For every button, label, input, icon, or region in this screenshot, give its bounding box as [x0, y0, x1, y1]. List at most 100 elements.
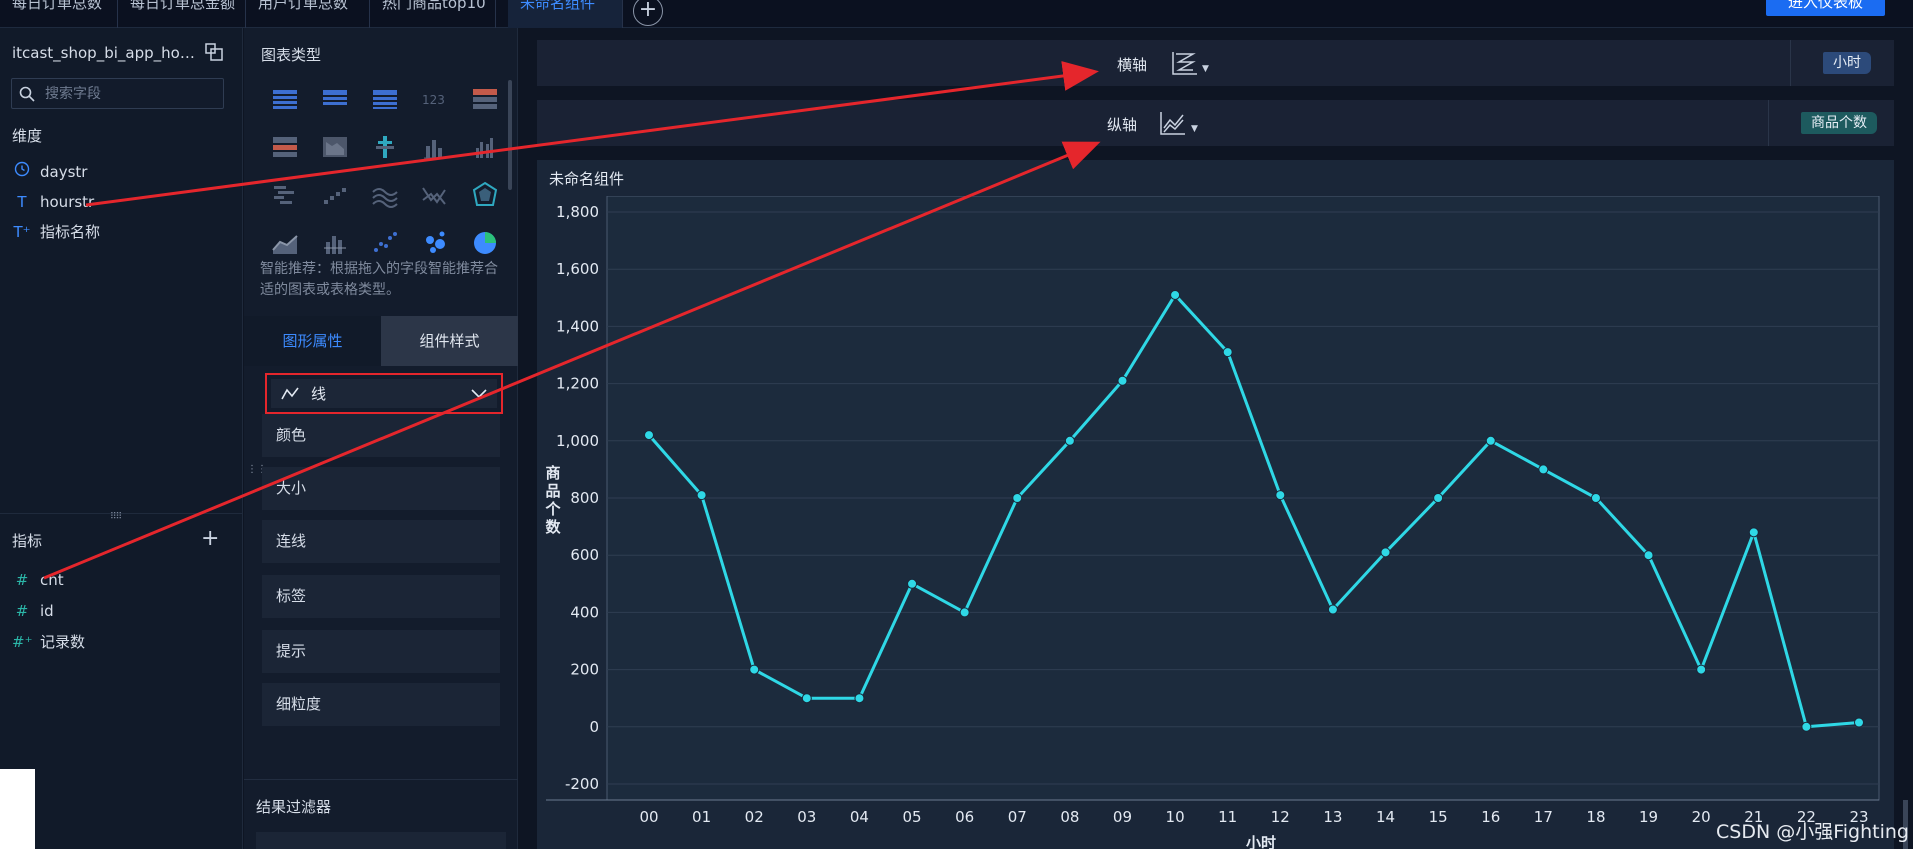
line-mark-icon	[281, 387, 299, 399]
tab-hot-products[interactable]: 热门商品top10	[370, 0, 496, 28]
field-hourstr[interactable]: T hourstr	[12, 191, 94, 213]
data-point	[1117, 375, 1128, 386]
tab-unnamed-component[interactable]: 未命名组件	[508, 0, 623, 28]
y-axis-title-char: 个	[545, 500, 561, 518]
x-tick-label: 07	[1008, 808, 1027, 826]
stacked-column-icon[interactable]	[310, 226, 360, 260]
data-point	[1801, 721, 1812, 732]
field-search[interactable]	[11, 78, 224, 109]
page-scrollbar[interactable]	[1903, 800, 1908, 849]
column-chart-icon[interactable]	[410, 130, 460, 164]
prop-connect-line[interactable]: 连线	[262, 520, 500, 563]
gantt-icon[interactable]	[260, 178, 310, 212]
field-label: daystr	[40, 163, 88, 181]
field-daystr[interactable]: daystr	[12, 161, 87, 183]
y-tick-label: 600	[570, 546, 599, 564]
data-point	[907, 578, 918, 589]
field-label: hourstr	[40, 193, 95, 211]
x-tick-label: 05	[902, 808, 921, 826]
data-point	[1748, 527, 1759, 538]
y-tick-label: 1,600	[556, 260, 599, 278]
field-record-count[interactable]: #⁺ 记录数	[12, 631, 85, 653]
prop-label[interactable]: 标签	[262, 575, 500, 618]
detail-table-icon[interactable]	[360, 82, 410, 116]
waterfall-icon[interactable]	[310, 178, 360, 212]
result-filter-dropzone[interactable]	[256, 832, 506, 849]
result-filter-title: 结果过滤器	[256, 798, 332, 816]
map-icon[interactable]	[310, 130, 360, 164]
x-axis-pill[interactable]: 小时	[1823, 52, 1871, 74]
chart-component-card: 未命名组件 1,800 1,600 1,400 1,200 1,000 800 600 400…	[537, 160, 1894, 849]
add-metric-icon[interactable]: +	[201, 526, 220, 551]
x-tick-label: 11	[1218, 808, 1237, 826]
grouped-column-icon[interactable]	[460, 130, 510, 164]
field-cnt[interactable]: # cnt	[12, 569, 64, 591]
y-tick-label: 1,200	[556, 375, 599, 393]
data-point	[696, 490, 707, 501]
x-tick-label: 02	[745, 808, 764, 826]
tab-label: 未命名组件	[520, 0, 596, 12]
text-type-icon: T	[17, 193, 27, 211]
y-axis-shelf[interactable]: 纵轴 ▼ 商品个数	[537, 100, 1894, 146]
field-metric-name[interactable]: T⁺ 指标名称	[12, 221, 100, 243]
area-chart-icon[interactable]	[260, 226, 310, 260]
table-chart-icon[interactable]	[260, 82, 310, 116]
pie-chart-icon[interactable]	[460, 226, 510, 260]
x-tick-label: 09	[1113, 808, 1132, 826]
enter-dashboard-button[interactable]: 进入仪表板	[1765, 0, 1885, 16]
x-tick-label: 13	[1323, 808, 1342, 826]
kpi-card-icon[interactable]	[460, 82, 510, 116]
svg-text:123: 123	[422, 93, 445, 107]
cross-table-icon[interactable]	[310, 82, 360, 116]
tab-label: 每日订单总数	[12, 0, 103, 12]
caret-down-icon[interactable]: ▼	[1202, 64, 1209, 74]
heatmap-table-icon[interactable]	[260, 130, 310, 164]
switch-dataset-icon[interactable]	[204, 42, 224, 62]
bubble-chart-icon[interactable]	[410, 226, 460, 260]
tab-daily-order-count[interactable]: 每日订单总数	[0, 0, 118, 28]
kpi-number-icon[interactable]: 123	[410, 82, 460, 116]
prop-color[interactable]: 颜色	[262, 414, 500, 457]
prop-granularity[interactable]: 细粒度	[262, 683, 500, 726]
tab-daily-order-amount[interactable]: 每日订单总金额	[118, 0, 246, 28]
field-label: 指标名称	[40, 223, 101, 241]
caret-down-icon[interactable]: ▼	[1191, 124, 1198, 134]
data-point	[1064, 435, 1075, 446]
mark-type-select[interactable]: 线	[265, 373, 503, 414]
y-tick-label: 200	[570, 661, 599, 679]
metric-section-title: 指标	[12, 532, 43, 550]
data-point	[959, 607, 970, 618]
text-type-plus-icon: T⁺	[13, 223, 31, 241]
resize-handle-icon[interactable]: ⠿⠿	[110, 512, 122, 522]
y-axis-pill[interactable]: 商品个数	[1801, 112, 1877, 134]
x-tick-label: 19	[1639, 808, 1658, 826]
bar-mixed-icon[interactable]	[360, 130, 410, 164]
radar-chart-icon[interactable]	[460, 178, 510, 212]
tab-component-style[interactable]: 组件样式	[381, 316, 518, 366]
data-point	[1696, 664, 1707, 675]
tab-graph-properties[interactable]: 图形属性	[244, 316, 381, 366]
field-id[interactable]: # id	[12, 600, 54, 622]
chart-type-scrollbar[interactable]	[508, 80, 512, 190]
x-tick-label: 04	[850, 808, 869, 826]
tab-user-order-count[interactable]: 用户订单总数	[246, 0, 370, 28]
search-input[interactable]	[45, 83, 215, 105]
x-axis-shelf[interactable]: 横轴 ▼ 小时	[537, 40, 1894, 86]
filter-divider	[244, 779, 518, 780]
data-point	[1485, 435, 1496, 446]
x-axis-chart-type-icon[interactable]	[1171, 50, 1199, 76]
mark-type-label: 线	[311, 385, 327, 403]
y-axis-shelf-label: 纵轴	[1107, 116, 1138, 134]
data-point	[1380, 547, 1391, 558]
prop-tooltip[interactable]: 提示	[262, 630, 500, 673]
y-axis-chart-type-icon[interactable]	[1159, 110, 1187, 136]
add-tab-button[interactable]: +	[633, 0, 663, 26]
series-line	[647, 293, 1860, 729]
prop-size[interactable]: 大小	[262, 467, 500, 510]
data-point	[1538, 464, 1549, 475]
x-tick-label: 01	[692, 808, 711, 826]
multi-line-icon[interactable]	[360, 178, 410, 212]
scatter-chart-icon[interactable]	[360, 226, 410, 260]
radar-line-icon[interactable]	[410, 178, 460, 212]
data-point	[1327, 604, 1338, 615]
